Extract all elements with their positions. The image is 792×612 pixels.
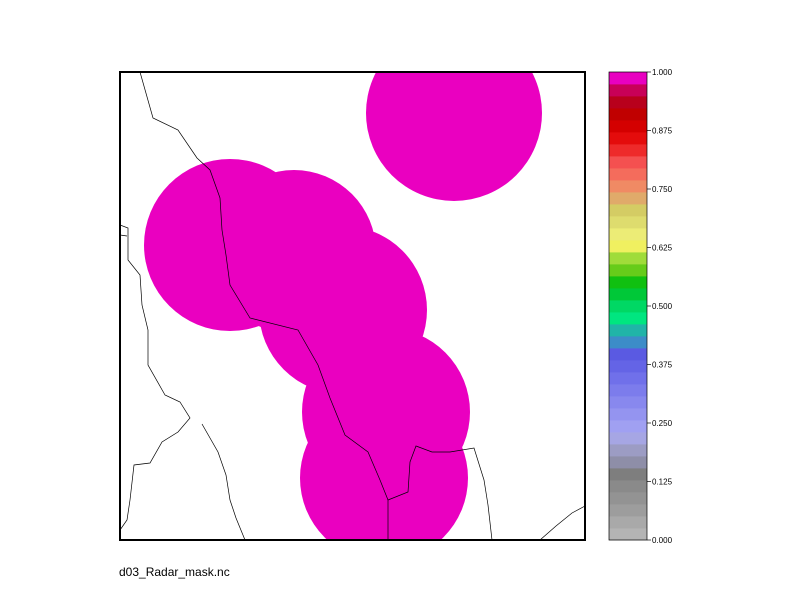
colorbar-swatch bbox=[609, 480, 647, 493]
colorbar-tick-label: 0.250 bbox=[652, 419, 673, 428]
colorbar-ticks: 1.000 0.875 0.750 0.625 0.500 0.375 0.250 0.125… bbox=[647, 68, 673, 545]
map-area bbox=[120, 72, 585, 540]
file-caption: d03_Radar_mask.nc bbox=[119, 565, 230, 579]
colorbar-swatch bbox=[609, 168, 647, 181]
border-line bbox=[387, 445, 493, 540]
colorbar-swatch bbox=[609, 180, 647, 193]
border-line bbox=[201, 423, 246, 540]
colorbar-swatch bbox=[609, 372, 647, 385]
map-borders bbox=[120, 72, 585, 540]
colorbar-swatch bbox=[609, 324, 647, 337]
colorbar-swatch bbox=[609, 360, 647, 373]
colorbar-swatch bbox=[609, 72, 647, 85]
colorbar-swatch bbox=[609, 396, 647, 409]
colorbar-swatch bbox=[609, 444, 647, 457]
colorbar-swatch bbox=[609, 204, 647, 217]
map-frame bbox=[119, 71, 586, 541]
mask-region bbox=[366, 72, 542, 201]
colorbar-swatch bbox=[609, 144, 647, 157]
colorbar-swatch bbox=[609, 84, 647, 97]
colorbar-swatch bbox=[609, 228, 647, 241]
colorbar-swatch bbox=[609, 240, 647, 253]
border-line bbox=[120, 234, 128, 237]
radar-mask-regions bbox=[144, 72, 542, 540]
colorbar-swatch bbox=[609, 336, 647, 349]
colorbar-swatch bbox=[609, 300, 647, 313]
colorbar-swatch bbox=[609, 192, 647, 205]
colorbar-swatch bbox=[609, 348, 647, 361]
colorbar-swatch bbox=[609, 252, 647, 265]
colorbar-swatch bbox=[609, 96, 647, 109]
colorbar-swatch bbox=[609, 156, 647, 169]
colorbar-swatch bbox=[609, 264, 647, 277]
colorbar-swatch bbox=[609, 468, 647, 481]
border-line bbox=[139, 72, 389, 501]
colorbar-tick-label: 0.500 bbox=[652, 302, 673, 311]
colorbar-swatch bbox=[609, 108, 647, 121]
colorbar-tick-label: 0.625 bbox=[652, 244, 673, 253]
border-line bbox=[539, 505, 585, 540]
colorbar-swatch bbox=[609, 516, 647, 529]
colorbar-swatch bbox=[609, 288, 647, 301]
colorbar-swatch bbox=[609, 420, 647, 433]
colorbar-tick-label: 0.000 bbox=[652, 536, 673, 545]
colorbar-swatch bbox=[609, 432, 647, 445]
mask-region bbox=[300, 394, 468, 540]
border-line bbox=[120, 224, 191, 531]
colorbar-swatch bbox=[609, 492, 647, 505]
colorbar-tick-label: 1.000 bbox=[652, 68, 673, 77]
colorbar-swatch bbox=[609, 528, 647, 541]
colorbar-tick-label: 0.750 bbox=[652, 185, 673, 194]
colorbar-tick-label: 0.125 bbox=[652, 478, 673, 487]
colorbar-swatch bbox=[609, 276, 647, 289]
colorbar-swatch bbox=[609, 504, 647, 517]
colorbar bbox=[609, 72, 647, 541]
colorbar-swatch bbox=[609, 384, 647, 397]
colorbar-swatch bbox=[609, 132, 647, 145]
colorbar-swatch bbox=[609, 456, 647, 469]
colorbar-tick-label: 0.875 bbox=[652, 127, 673, 136]
colorbar-swatch bbox=[609, 312, 647, 325]
colorbar-tick-label: 0.375 bbox=[652, 361, 673, 370]
colorbar-swatch bbox=[609, 408, 647, 421]
colorbar-swatch bbox=[609, 216, 647, 229]
colorbar-swatch bbox=[609, 120, 647, 133]
